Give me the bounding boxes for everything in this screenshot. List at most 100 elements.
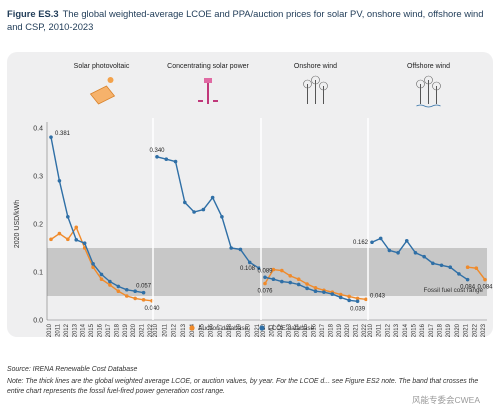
y-tick-label: 0.1 (33, 270, 43, 277)
lcoe-series-point (74, 238, 79, 242)
lcoe-series-point (313, 289, 318, 293)
data-label: 0.039 (350, 306, 366, 312)
auction-series-point (364, 297, 368, 302)
legend-marker (189, 325, 195, 331)
lcoe-series-line (371, 237, 469, 281)
x-tick-label: 2020 (345, 323, 351, 337)
turbine-rotor (424, 75, 433, 85)
tower-shaft (207, 82, 209, 104)
x-tick-label: 2012 (385, 323, 391, 337)
turbine-rotor (432, 81, 441, 91)
lcoe-series-point (164, 157, 169, 161)
auction-series-point (355, 296, 360, 301)
data-label: 0.076 (257, 289, 273, 295)
x-tick-label: 2018 (328, 323, 334, 337)
turbine-rotor (311, 75, 320, 85)
panel-title-solar-photovoltaic: Solar photovoltaic (74, 63, 130, 70)
fossil-fuel-band (47, 248, 487, 296)
panel-title-offshore-wind: Offshore wind (407, 63, 450, 70)
wave-shape (416, 104, 441, 108)
chart-panel: Fossil fuel cost range 0.0 0.1 0.2 0.3 0.4 202… (7, 52, 493, 337)
x-tick-label: 2013 (181, 323, 187, 337)
lcoe-chart: Fossil fuel cost range 0.0 0.1 0.2 0.3 0.4 202… (14, 63, 493, 337)
x-tick-label: 2019 (236, 323, 242, 337)
solar-panel-icon (89, 77, 116, 105)
lcoe-series-point (404, 239, 409, 243)
figure-label: Figure ES.3 (7, 8, 59, 19)
x-tick-label: 2019 (123, 323, 129, 337)
auction-series-point (108, 283, 112, 287)
x-tick-label: 2016 (420, 323, 426, 337)
x-tick-label: 2022 (472, 323, 478, 337)
data-label: 0.084 (460, 285, 476, 291)
figure-title: The global weighted-average LCOE and PPA… (7, 8, 484, 32)
sun-shape (107, 77, 114, 83)
lcoe-series-point (220, 215, 224, 219)
lcoe-series-point (387, 248, 392, 253)
x-tick-label: 2013 (394, 323, 400, 337)
data-label: 0.381 (55, 131, 71, 137)
band-label: Fossil fuel cost range (424, 287, 484, 294)
csp-tower-icon (198, 78, 218, 104)
x-tick-label: 2021 (464, 323, 470, 337)
lcoe-series-point (288, 280, 293, 285)
lcoe-series-point (183, 200, 187, 205)
x-tick-label: 2018 (114, 323, 120, 337)
lcoe-series-point (173, 159, 178, 164)
auction-series-point (133, 296, 137, 301)
auction-series-point (280, 268, 284, 273)
x-tick-label: 2013 (286, 323, 292, 337)
lcoe-series-point (305, 286, 309, 291)
x-tick-label: 2016 (209, 323, 215, 337)
lcoe-series-point (66, 215, 70, 219)
x-tick-label: 2017 (320, 323, 326, 337)
auction-series-point (296, 277, 301, 281)
wind-turbine-icon (303, 75, 328, 104)
x-tick-label: 2022 (148, 323, 154, 337)
auction-series-point (313, 286, 318, 290)
lcoe-series-point (99, 272, 104, 277)
x-tick-label: 2012 (64, 323, 70, 337)
auction-series-point (124, 294, 129, 298)
lcoe-series-point (247, 260, 252, 265)
y-tick-label: 0.0 (33, 318, 43, 325)
x-tick-label: 2011 (377, 323, 383, 337)
auction-series-point (305, 282, 309, 286)
source-text: Source: IRENA Renewable Cost Database (7, 366, 138, 373)
solar-panel-body (89, 85, 116, 105)
auction-series-point (271, 267, 276, 272)
x-tick-label: 2014 (403, 323, 409, 337)
x-tick-label: 2019 (446, 323, 452, 337)
lcoe-series-point (370, 240, 374, 245)
auction-series-point (338, 292, 343, 297)
auction-series-point (465, 265, 470, 269)
mirror-left (198, 100, 203, 102)
x-tick-label: 2011 (55, 323, 61, 337)
y-axis-title: 2020 USD/kWh (14, 200, 21, 248)
lcoe-series-point (271, 277, 276, 281)
lcoe-series-point (257, 266, 261, 270)
lcoe-series-point (338, 295, 343, 300)
figure-caption: Figure ES.3 The global weighted-average L… (7, 8, 493, 33)
lcoe-series-point (49, 135, 53, 139)
x-tick-label: 2015 (199, 323, 205, 337)
lcoe-series-point (439, 263, 444, 268)
y-tick-label: 0.2 (33, 222, 43, 229)
x-tick-label: 2018 (227, 323, 233, 337)
auction-series-point (483, 277, 487, 282)
lcoe-series-point (448, 265, 453, 269)
x-tick-label: 2010 (47, 323, 53, 337)
tower-receiver (204, 78, 212, 83)
x-tick-label: 2011 (162, 323, 168, 337)
data-label: 0.089 (257, 268, 273, 274)
x-tick-label: 2016 (312, 323, 318, 337)
legend-label: LCOE database (268, 325, 315, 332)
x-tick-label: 2019 (337, 323, 343, 337)
lcoe-series-point (201, 207, 206, 212)
lcoe-series-point (192, 210, 196, 214)
x-tick-label: 2010 (261, 323, 267, 337)
lcoe-series-point (229, 246, 233, 250)
lcoe-series-point (155, 155, 159, 159)
x-tick-label: 2015 (89, 323, 95, 337)
x-tick-label: 2012 (278, 323, 284, 337)
